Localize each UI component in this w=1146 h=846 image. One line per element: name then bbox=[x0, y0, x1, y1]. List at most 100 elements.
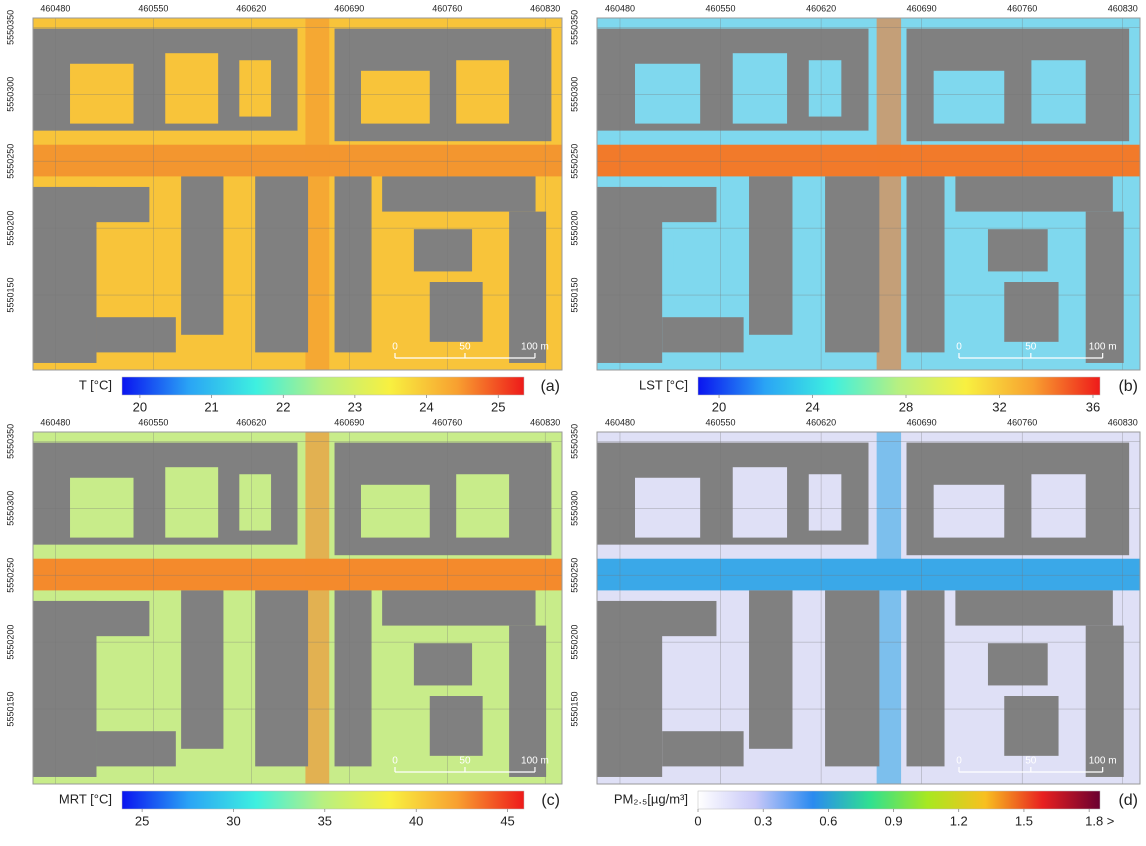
building bbox=[414, 229, 472, 271]
map-panel: 4604804605504606204606904607604608305550… bbox=[5, 3, 562, 414]
colorbar-tick-label: 30 bbox=[226, 813, 240, 828]
colorbar-tick-label: 1.5 bbox=[1015, 813, 1033, 828]
colorbar-tick-label: 25 bbox=[491, 399, 505, 414]
courtyard bbox=[934, 485, 1005, 538]
building bbox=[255, 590, 308, 766]
courtyard bbox=[733, 467, 787, 537]
courtyard bbox=[107, 650, 160, 685]
x-tick-label: 460830 bbox=[530, 417, 560, 427]
building bbox=[414, 643, 472, 685]
x-tick-label: 460690 bbox=[907, 417, 937, 427]
building bbox=[509, 626, 546, 777]
building bbox=[430, 696, 483, 756]
scale-bar-label: 100 m bbox=[1089, 756, 1117, 767]
x-tick-label: 460620 bbox=[236, 417, 266, 427]
colorbar-tick-label: 21 bbox=[204, 399, 218, 414]
building bbox=[1004, 696, 1058, 756]
building bbox=[597, 187, 716, 222]
building bbox=[825, 176, 879, 352]
y-tick-label: 5550300 bbox=[569, 77, 579, 112]
colorbar-tick-label: 28 bbox=[899, 399, 913, 414]
x-tick-label: 460480 bbox=[40, 3, 70, 13]
building bbox=[382, 176, 535, 211]
building bbox=[33, 187, 149, 222]
panel-label: (a) bbox=[540, 378, 560, 395]
x-tick-label: 460690 bbox=[907, 3, 937, 13]
street bbox=[305, 432, 329, 784]
scale-bar-label: 100 m bbox=[1089, 342, 1117, 353]
x-tick-label: 460620 bbox=[806, 3, 836, 13]
building bbox=[955, 176, 1112, 211]
y-tick-label: 5550150 bbox=[569, 278, 579, 313]
y-tick-label: 5550250 bbox=[569, 144, 579, 179]
colorbar-tick-label: 20 bbox=[712, 399, 726, 414]
y-tick-label: 5550150 bbox=[5, 278, 15, 313]
colorbar-tick-label: 20 bbox=[133, 399, 147, 414]
x-tick-label: 460830 bbox=[530, 3, 560, 13]
street bbox=[597, 145, 1140, 177]
scale-bar-label: 50 bbox=[459, 756, 471, 767]
y-tick-label: 5550200 bbox=[5, 625, 15, 660]
street bbox=[877, 432, 901, 784]
colorbar bbox=[698, 791, 1100, 809]
panel-label: (b) bbox=[1118, 378, 1138, 395]
building bbox=[335, 590, 372, 766]
colorbar bbox=[698, 377, 1100, 395]
y-tick-label: 5550200 bbox=[569, 211, 579, 246]
building bbox=[749, 176, 792, 334]
courtyard bbox=[70, 478, 133, 538]
colorbar-tick-label: 23 bbox=[348, 399, 362, 414]
scale-bar-label: 50 bbox=[459, 342, 471, 353]
scale-bar-label: 0 bbox=[956, 756, 962, 767]
colorbar-tick-label: 0.9 bbox=[885, 813, 903, 828]
y-tick-label: 5550300 bbox=[5, 77, 15, 112]
building bbox=[96, 317, 175, 352]
y-tick-label: 5550150 bbox=[5, 692, 15, 727]
building bbox=[430, 282, 483, 342]
scale-bar-label: 0 bbox=[392, 342, 398, 353]
street bbox=[33, 145, 562, 177]
scale-bar-label: 100 m bbox=[521, 756, 549, 767]
courtyard bbox=[1031, 60, 1085, 123]
x-tick-label: 460480 bbox=[605, 417, 635, 427]
scale-bar-label: 50 bbox=[1025, 756, 1037, 767]
colorbar-tick-label: 25 bbox=[135, 813, 149, 828]
building bbox=[96, 731, 175, 766]
x-tick-label: 460620 bbox=[236, 3, 266, 13]
x-tick-label: 460830 bbox=[1108, 3, 1138, 13]
courtyard bbox=[635, 64, 700, 124]
courtyard bbox=[1031, 474, 1085, 537]
figure: 460480 460550 460620 460690 460760 460830 5550… bbox=[0, 0, 1146, 841]
street bbox=[305, 18, 329, 370]
colorbar-tick-label: 35 bbox=[318, 813, 332, 828]
courtyard bbox=[361, 71, 430, 124]
x-tick-label: 460690 bbox=[334, 3, 364, 13]
x-tick-label: 460760 bbox=[1007, 3, 1037, 13]
colorbar-tick-label: 1.2 bbox=[950, 813, 968, 828]
courtyard bbox=[456, 474, 509, 537]
building bbox=[907, 590, 945, 766]
building bbox=[1086, 212, 1124, 363]
courtyard bbox=[635, 478, 700, 538]
courtyard bbox=[809, 60, 842, 116]
colorbar-tick-label: 22 bbox=[276, 399, 290, 414]
building bbox=[955, 590, 1112, 625]
building bbox=[825, 590, 879, 766]
building bbox=[255, 176, 308, 352]
y-tick-label: 5550250 bbox=[5, 558, 15, 593]
colorbar-label: MRT [°C] bbox=[59, 791, 112, 806]
colorbar bbox=[122, 791, 524, 809]
colorbar-tick-label: 0 bbox=[694, 813, 701, 828]
x-tick-label: 460830 bbox=[1108, 417, 1138, 427]
courtyard bbox=[809, 474, 842, 530]
building bbox=[181, 590, 223, 748]
courtyard bbox=[165, 53, 218, 123]
courtyard bbox=[673, 650, 727, 685]
x-tick-label: 460760 bbox=[432, 417, 462, 427]
x-tick-label: 460550 bbox=[138, 417, 168, 427]
colorbar-tick-label: 45 bbox=[500, 813, 514, 828]
building bbox=[1086, 626, 1124, 777]
x-tick-label: 460620 bbox=[806, 417, 836, 427]
colorbar-tick-label: 32 bbox=[992, 399, 1006, 414]
